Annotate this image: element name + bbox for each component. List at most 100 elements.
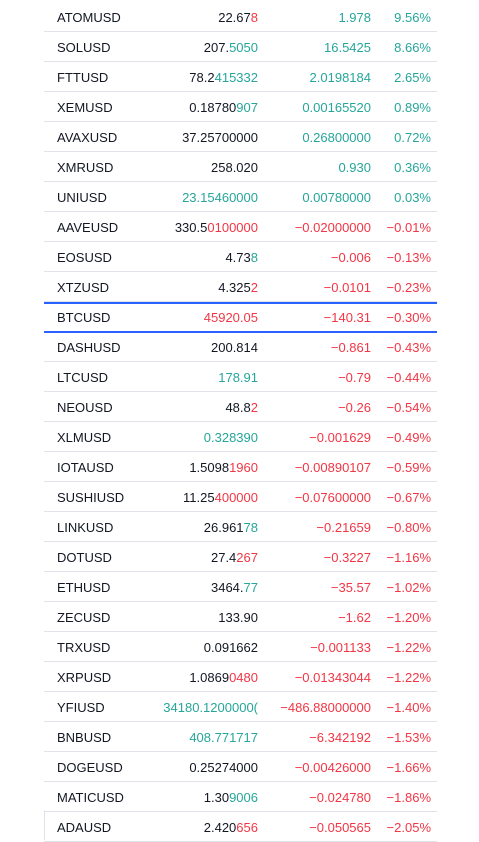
watchlist-row-xlmusd[interactable]: XLMUSD 0.328390 −0.001629 −0.49%	[44, 423, 437, 452]
symbol-name: XLMUSD	[57, 429, 112, 445]
row-left-edge	[44, 810, 45, 840]
price-change: −140.31	[323, 310, 371, 325]
price-change-percent: −1.02%	[386, 579, 431, 595]
watchlist-row-uniusd[interactable]: UNIUSD 23.15460000 0.00780000 0.03%	[44, 183, 437, 212]
last-price: 34180.1200000(	[163, 693, 258, 721]
symbol-name: SUSHIUSD	[57, 489, 125, 505]
last-price: 200.814	[211, 333, 258, 361]
watchlist-row-btcusd[interactable]: BTCUSD 45920.05 −140.31 −0.30%	[44, 302, 437, 333]
watchlist-row-yfiusd[interactable]: YFIUSD 34180.1200000(−486.88000000 −1.40%	[44, 693, 437, 722]
price-change-percent: −1.40%	[386, 699, 431, 715]
last-price-tick-part: 0480	[229, 669, 258, 685]
watchlist-row-iotausd[interactable]: IOTAUSD 1.5098 1960 −0.00890107 −0.59%	[44, 453, 437, 482]
watchlist-row-adausd[interactable]: ADAUSD 2.420 656 −0.050565 −2.05%	[44, 813, 437, 842]
watchlist-row-xmrusd[interactable]: XMRUSD 258.020 0.930 0.36%	[44, 153, 437, 182]
last-price-tick-part: 5050	[229, 39, 258, 55]
last-price-stable-part: 22.67	[218, 9, 251, 25]
last-price-tick-part: 267	[236, 549, 258, 565]
last-price: 2.420 656	[204, 813, 258, 841]
last-price: 26.961 78	[204, 513, 258, 541]
last-price: 37.25700000	[182, 123, 258, 151]
watchlist-row-dashusd[interactable]: DASHUSD 200.814 −0.861 −0.43%	[44, 333, 437, 362]
last-price: 3464. 77	[211, 573, 258, 601]
price-change-percent: 0.03%	[394, 189, 431, 205]
last-price-stable-part: 1.5098	[189, 459, 230, 475]
price-change-percent: −1.20%	[386, 609, 431, 625]
price-change: −0.07600000	[294, 489, 371, 505]
watchlist-row-neousd[interactable]: NEOUSD 48.8 2 −0.26 −0.54%	[44, 393, 437, 422]
last-price: 1.5098 1960	[189, 453, 258, 481]
last-price-stable-part: 0.18780	[189, 99, 237, 115]
watchlist-row-ethusd[interactable]: ETHUSD 3464. 77 −35.57 −1.02%	[44, 573, 437, 602]
price-change: −0.001629	[309, 429, 371, 445]
last-price-stable-part: 37.25700000	[182, 129, 258, 145]
price-change-percent: −0.44%	[386, 369, 431, 385]
price-change: 0.930	[338, 159, 371, 175]
last-price: 178.91	[218, 363, 258, 391]
last-price-stable-part: 330.5	[174, 219, 208, 235]
last-price-stable-part: 48.8	[225, 399, 251, 415]
last-price: 45920.05	[204, 304, 258, 331]
last-price: 207. 5050	[204, 33, 258, 61]
symbol-name: DOGEUSD	[57, 759, 123, 775]
watchlist-row-xtzusd[interactable]: XTZUSD 4.325 2 −0.0101 −0.23%	[44, 273, 437, 302]
price-change-percent: 0.72%	[394, 129, 431, 145]
price-change-percent: −0.54%	[386, 399, 431, 415]
watchlist-row-solusd[interactable]: SOLUSD 207. 5050 16.5425 8.66%	[44, 33, 437, 62]
last-price-stable-part: 1.0869	[189, 669, 230, 685]
last-price: 23.15460000	[182, 183, 258, 211]
last-price-stable-part: 26.961	[203, 519, 244, 535]
price-change: −0.0101	[323, 279, 371, 295]
watchlist-row-eosusd[interactable]: EOSUSD 4.73 8 −0.006 −0.13%	[44, 243, 437, 272]
last-price-stable-part: 207.	[203, 39, 230, 55]
last-price-tick-part: 0100000	[207, 219, 258, 235]
last-price-stable-part: 2.420	[203, 819, 237, 835]
last-price-tick-part: 34180.1200000(	[163, 699, 258, 715]
price-change-percent: 0.36%	[394, 159, 431, 175]
watchlist-row-xrpusd[interactable]: XRPUSD 1.0869 0480 −0.01343044 −1.22%	[44, 663, 437, 692]
last-price-tick-part: 408.771717	[189, 729, 258, 745]
price-change-percent: 9.56%	[394, 9, 431, 25]
price-change: −0.024780	[309, 789, 371, 805]
symbol-name: BNBUSD	[57, 729, 112, 745]
watchlist-row-avaxusd[interactable]: AVAXUSD 37.25700000 0.26800000 0.72%	[44, 123, 437, 152]
last-price-tick-part: 45920.05	[203, 310, 258, 325]
symbol-name: EOSUSD	[57, 249, 112, 265]
price-change-percent: −0.13%	[386, 249, 431, 265]
price-change-percent: −0.23%	[386, 279, 431, 295]
price-change: 0.00165520	[302, 99, 371, 115]
symbol-name: MATICUSD	[57, 789, 124, 805]
watchlist-row-dogeusd[interactable]: DOGEUSD 0.25274000 −0.00426000 −1.66%	[44, 753, 437, 782]
watchlist-row-fttusd[interactable]: FTTUSD 78.2 415332 2.0198184 2.65%	[44, 63, 437, 92]
last-price-stable-part: 3464.	[210, 579, 244, 595]
watchlist-row-dotusd[interactable]: DOTUSD 27.4 267 −0.3227 −1.16%	[44, 543, 437, 572]
watchlist-row-maticusd[interactable]: MATICUSD 1.30 9006 −0.024780 −1.86%	[44, 783, 437, 812]
watchlist-row-trxusd[interactable]: TRXUSD 0.091662 −0.001133 −1.22%	[44, 633, 437, 662]
price-change: −0.21659	[316, 519, 371, 535]
watchlist-row-aaveusd[interactable]: AAVEUSD 330.5 0100000 −0.02000000 −0.01%	[44, 213, 437, 242]
watchlist-row-sushiusd[interactable]: SUSHIUSD 11.25 400000 −0.07600000 −0.67%	[44, 483, 437, 512]
price-change: −0.01343044	[294, 669, 371, 685]
price-change-percent: −1.16%	[386, 549, 431, 565]
last-price: 27.4 267	[211, 543, 258, 571]
watchlist-row-xemusd[interactable]: XEMUSD 0.18780 907 0.00165520 0.89%	[44, 93, 437, 122]
price-change-percent: −0.30%	[386, 310, 431, 325]
symbol-name: ADAUSD	[57, 819, 112, 835]
price-change: −0.006	[330, 249, 371, 265]
last-price: 0.328390	[204, 423, 258, 451]
last-price-stable-part: 258.020	[211, 159, 258, 175]
watchlist-row-bnbusd[interactable]: BNBUSD 408.771717 −6.342192 −1.53%	[44, 723, 437, 752]
symbol-name: YFIUSD	[57, 699, 105, 715]
watchlist-row-linkusd[interactable]: LINKUSD 26.961 78 −0.21659 −0.80%	[44, 513, 437, 542]
last-price-tick-part: 23.15460000	[182, 189, 258, 205]
watchlist-row-atomusd[interactable]: ATOMUSD 22.67 8 1.978 9.56%	[44, 3, 437, 32]
watchlist-row-ltcusd[interactable]: LTCUSD 178.91 −0.79 −0.44%	[44, 363, 437, 392]
last-price-tick-part: 656	[236, 819, 258, 835]
price-change: −0.861	[330, 339, 371, 355]
watchlist-row-zecusd[interactable]: ZECUSD 133.90 −1.62 −1.20%	[44, 603, 437, 632]
symbol-name: AAVEUSD	[57, 219, 119, 235]
last-price-stable-part: 27.4	[210, 549, 237, 565]
last-price-stable-part: 0.091662	[203, 639, 258, 655]
price-change: −0.001133	[310, 639, 371, 655]
